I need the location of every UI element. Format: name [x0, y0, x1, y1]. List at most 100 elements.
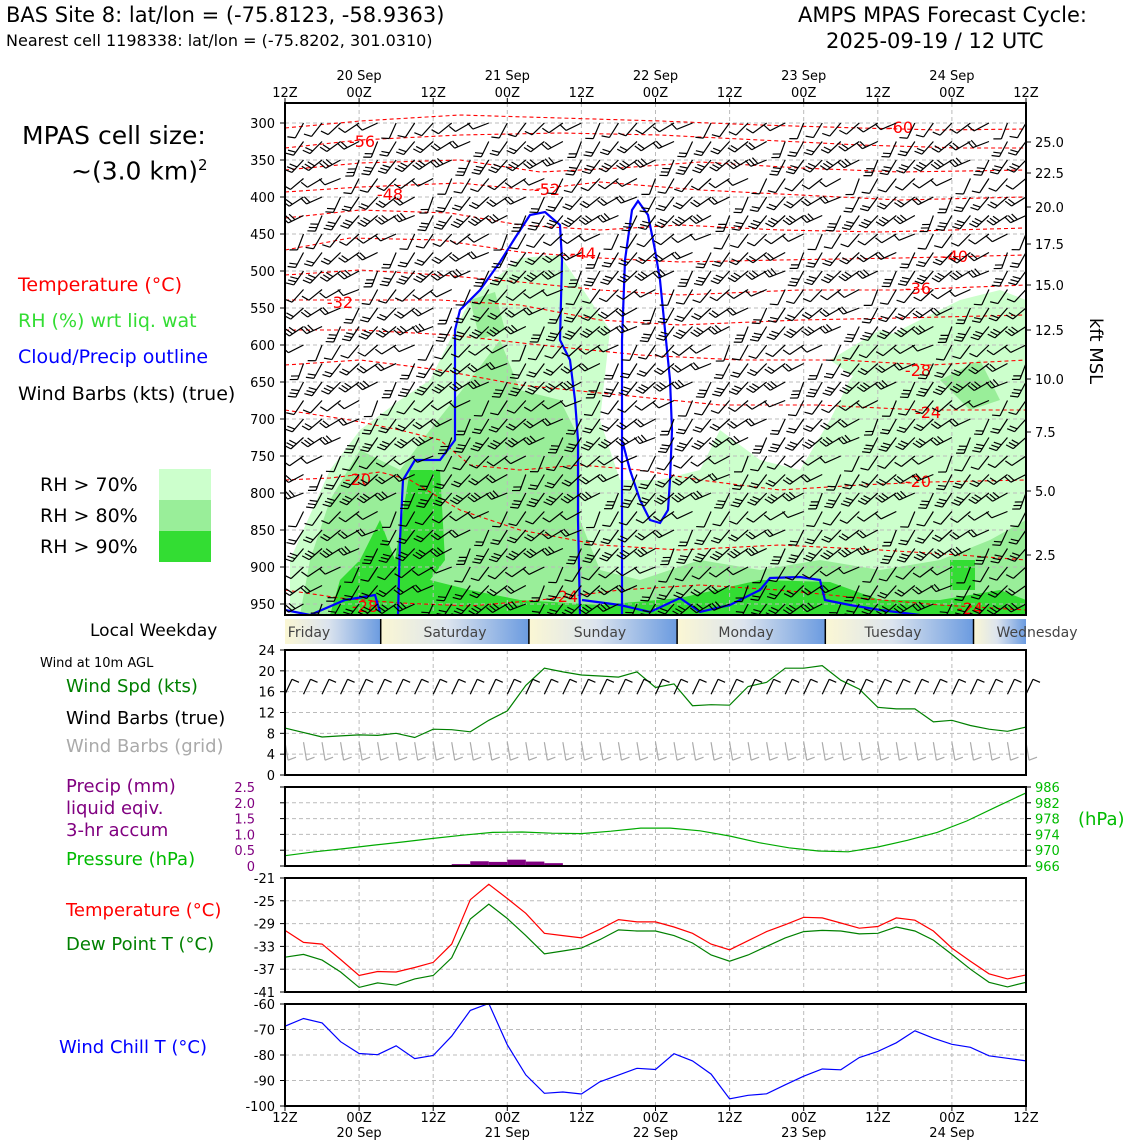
wind-barb-staff — [457, 215, 471, 228]
temp-tick-label: -33 — [254, 940, 275, 955]
wind-barb-staff — [611, 492, 620, 509]
wind-barb-feather — [971, 220, 980, 226]
true-barb-feather — [903, 678, 911, 683]
wind-barb-feather — [748, 272, 756, 279]
wind-barb-staff — [917, 196, 934, 206]
wind-barb-feather — [882, 442, 891, 446]
wind-barb-feather — [473, 168, 482, 172]
wind-barb-staff — [880, 510, 897, 520]
wind-barb-staff — [901, 455, 916, 467]
wind-barb-staff — [811, 529, 823, 545]
wind-barb-feather — [819, 310, 827, 317]
grid-barb-staff — [840, 742, 845, 761]
wind-barb-feather — [805, 395, 815, 398]
wind-barb-feather — [727, 406, 736, 412]
wind-barb-feather — [658, 594, 667, 598]
wind-barb-feather — [430, 420, 437, 428]
wind-barb-feather — [804, 281, 813, 286]
wind-barb-feather — [359, 528, 366, 536]
wind-barb-feather — [471, 478, 479, 484]
wind-barb-feather — [674, 251, 681, 259]
wind-barb-feather — [303, 196, 311, 203]
wind-barb-staff — [676, 251, 693, 260]
wind-barb-feather — [526, 161, 534, 168]
wind-barb-staff — [623, 141, 638, 154]
true-barb-staff — [302, 679, 312, 695]
wind-barb-feather — [952, 485, 961, 489]
wind-barb-feather — [304, 163, 312, 169]
wind-barb-feather — [656, 597, 665, 601]
wind-barb-staff — [889, 400, 897, 417]
wind-barb-feather — [1011, 439, 1020, 445]
wind-barb-staff — [473, 362, 490, 373]
wind-barb-feather — [381, 604, 389, 610]
wind-barb-feather — [937, 385, 946, 390]
wind-barb-feather — [597, 183, 606, 190]
wind-barb-feather — [711, 310, 719, 316]
true-barb-feather — [291, 678, 300, 683]
wind-barb-feather — [270, 429, 278, 431]
wind-barb-feather — [585, 540, 594, 543]
precip-tick-label: 0.5 — [234, 844, 255, 859]
wind-barb-feather — [675, 172, 684, 176]
wind-barb-feather — [526, 374, 535, 378]
wind-barb-staff — [608, 122, 619, 138]
grid-barb-staff — [1006, 742, 1012, 761]
wind-barb-staff — [714, 196, 730, 205]
wind-barb-feather — [707, 474, 715, 481]
top-hour-label: 00Z — [791, 86, 817, 101]
wind-barb-staff — [923, 252, 934, 267]
wind-barb-feather — [640, 547, 648, 554]
wind-barb-staff — [869, 178, 879, 194]
wind-barb-staff — [314, 215, 323, 232]
kft-tick-label: 20.0 — [1035, 201, 1064, 216]
wind-barb-staff — [343, 140, 360, 150]
wind-barb-feather — [618, 521, 627, 526]
wind-barb-staff — [461, 437, 471, 453]
legend-cloud: Cloud/Precip outline — [18, 346, 209, 368]
wind-barb-feather — [323, 227, 332, 231]
wind-tick-label: 8 — [267, 727, 275, 742]
wind-barb-staff — [741, 603, 749, 615]
wind-barb-staff — [759, 437, 768, 454]
wind-barb-feather — [676, 315, 685, 320]
wind-barb-staff — [329, 233, 342, 248]
grid-barb-feather — [973, 756, 982, 761]
wind-barb-staff — [406, 233, 416, 250]
wind-barb-feather — [856, 142, 863, 150]
wind-barb-feather — [361, 173, 370, 176]
wind-barb-feather — [287, 555, 296, 560]
wind-barb-feather — [708, 588, 716, 595]
weekday-cell — [825, 619, 974, 644]
wind-barb-feather — [394, 443, 402, 449]
true-barb-staff — [562, 679, 571, 695]
pressure-tick-label: 450 — [250, 228, 275, 243]
wind-barb-feather — [393, 589, 401, 595]
true-barb-staff — [1006, 679, 1016, 695]
wind-barb-feather — [933, 307, 941, 315]
wind-barb-feather — [708, 198, 715, 205]
wind-barb-feather — [880, 561, 889, 565]
wind-barb-feather — [448, 401, 456, 409]
wind-barb-staff — [680, 455, 693, 469]
precip-bar — [525, 861, 545, 866]
wind-barb-feather — [893, 347, 901, 354]
wind-barb-staff — [285, 326, 286, 328]
wind-barb-feather — [304, 439, 312, 446]
wind-barb-staff — [293, 141, 305, 156]
wind-barb-feather — [321, 520, 330, 525]
wind-barb-feather — [547, 322, 556, 325]
wind-barb-staff — [333, 326, 342, 343]
wind-barb-feather — [435, 369, 444, 374]
wind-barb-feather — [1012, 552, 1020, 557]
wind-barb-staff — [602, 344, 619, 353]
wind-barb-feather — [732, 487, 741, 491]
wind-barb-feather — [859, 208, 868, 212]
grid-barb-feather — [991, 756, 1001, 761]
wind-barb-staff — [775, 566, 786, 582]
pressure-tick-label: 700 — [250, 413, 275, 428]
wind-barb-feather — [583, 314, 592, 319]
wind-barb-feather — [883, 555, 892, 558]
wind-barb-feather — [823, 422, 831, 428]
wind-barb-feather — [674, 188, 683, 193]
